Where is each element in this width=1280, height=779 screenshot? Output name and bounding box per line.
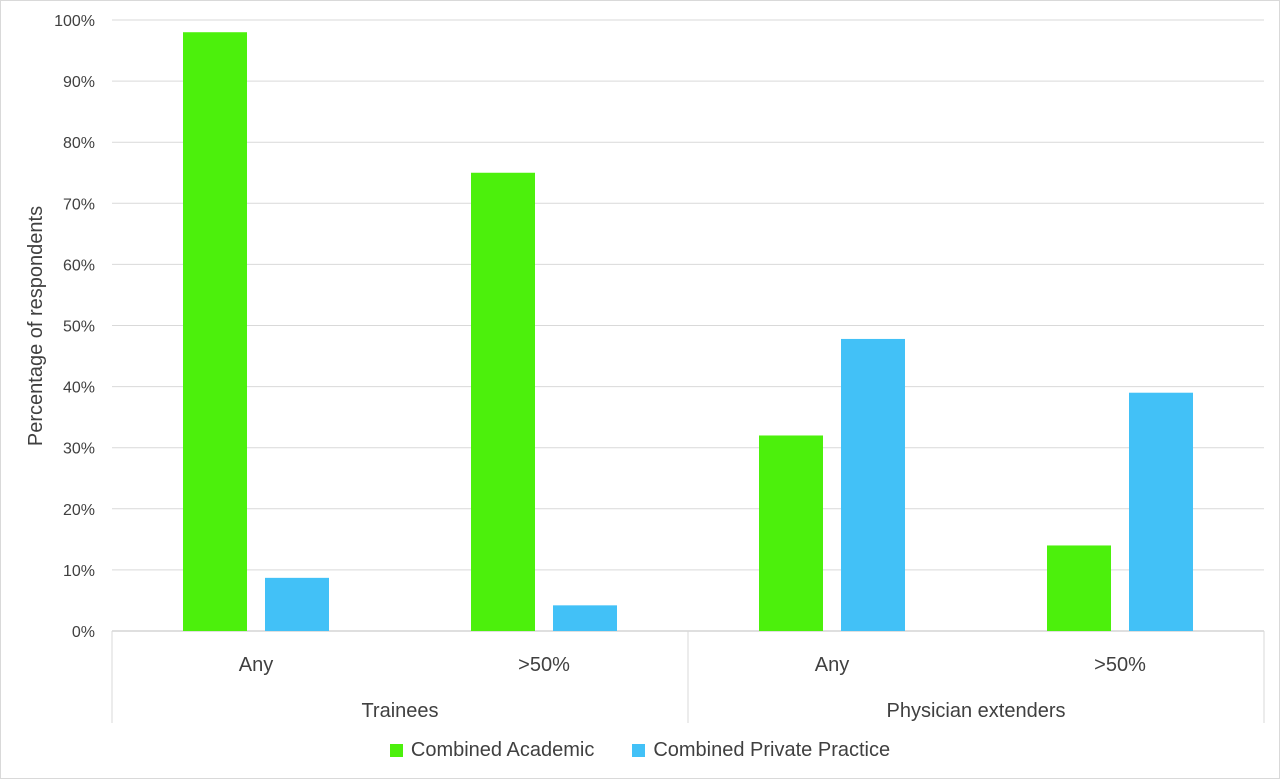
- group-label: Trainees: [361, 700, 438, 722]
- y-tick-label: 50%: [63, 319, 95, 336]
- y-axis-label: Percentage of respondents: [25, 206, 47, 446]
- y-tick-label: 10%: [63, 563, 95, 580]
- category-label: >50%: [518, 654, 570, 676]
- y-tick-label: 30%: [63, 441, 95, 458]
- group-label: Physician extenders: [887, 700, 1066, 722]
- bar-academic: [759, 435, 823, 631]
- y-tick-label: 100%: [54, 13, 95, 30]
- gridlines: [112, 19, 1264, 632]
- legend-swatch: [389, 743, 403, 757]
- bar-private-practice: [1129, 392, 1193, 631]
- y-tick-label: 20%: [63, 502, 95, 519]
- category-axis: Any >50% Trainees Any >50% Physician extender…: [111, 631, 1265, 723]
- y-tick-label: 40%: [63, 380, 95, 397]
- legend-swatch: [632, 743, 646, 757]
- category-label: Any: [815, 654, 849, 676]
- legend-item-combined-private-practice: Combined Private Practice: [632, 739, 890, 762]
- bar-private-practice: [841, 338, 905, 631]
- y-tick-label: 70%: [63, 196, 95, 213]
- legend-item-combined-academic: Combined Academic: [389, 738, 595, 762]
- category-label: >50%: [1094, 654, 1146, 676]
- bar-academic: [183, 32, 247, 632]
- y-axis-tick-labels: 0% 10% 20% 30% 40% 50% 60% 70% 80% 90% 100%: [54, 13, 95, 641]
- category-label: Any: [239, 654, 273, 676]
- bar-private-practice: [265, 577, 329, 631]
- y-tick-label: 90%: [63, 74, 95, 91]
- bars: [183, 32, 1193, 632]
- y-tick-label: 60%: [63, 257, 95, 274]
- legend-label: Combined Academic: [410, 738, 595, 761]
- y-tick-label: 0%: [72, 624, 95, 641]
- legend-label: Combined Private Practice: [653, 738, 891, 761]
- y-tick-label: 80%: [63, 135, 95, 152]
- bar-academic: [1047, 545, 1111, 631]
- bar-academic: [471, 172, 535, 631]
- bar-private-practice: [553, 605, 617, 631]
- legend: Combined Academic Combined Private Pract…: [0, 736, 1280, 764]
